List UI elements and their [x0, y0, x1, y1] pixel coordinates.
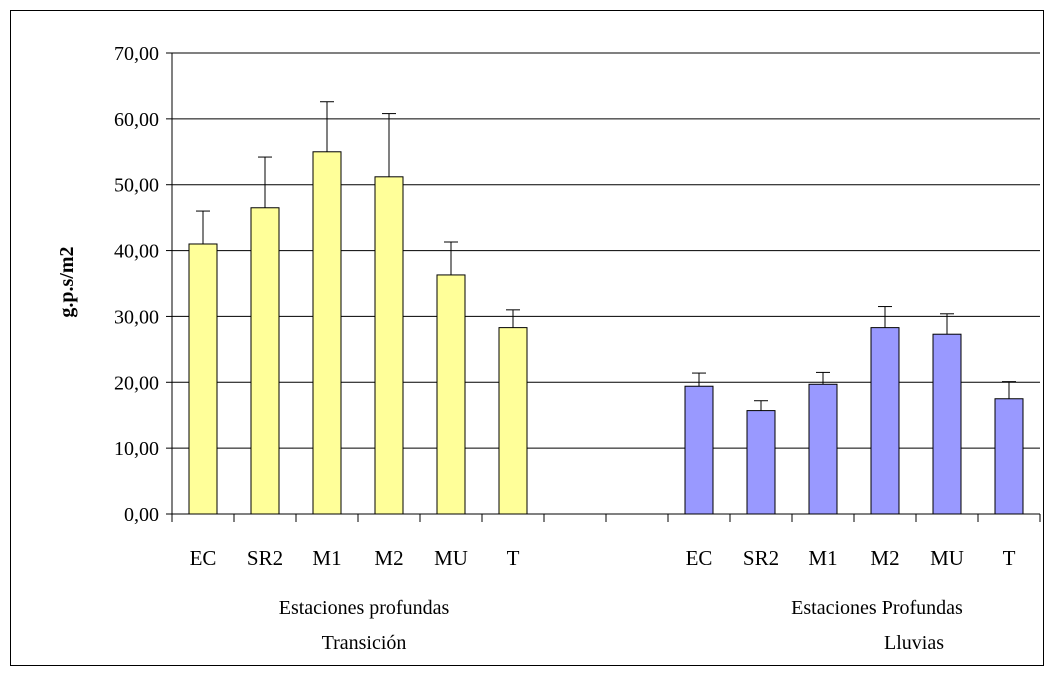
- axis-labels: 0,00 10,00 20,00 30,00 40,00 50,00 60,00 70,00 E…: [114, 43, 1016, 654]
- x-category-label: EC: [686, 546, 713, 570]
- y-tick-label: 50,00: [114, 175, 159, 197]
- y-axis-label: g.p.s/m2: [56, 246, 78, 317]
- error-bars: [196, 101, 1016, 411]
- x-category-label: T: [1003, 546, 1016, 570]
- bar: [684, 385, 714, 515]
- x-category-label: SR2: [743, 546, 779, 570]
- x-category-label: SR2: [247, 546, 283, 570]
- bar: [932, 333, 962, 515]
- bar: [312, 151, 342, 515]
- y-tick-label: 10,00: [114, 438, 159, 460]
- bar: [994, 398, 1024, 515]
- bars: [188, 151, 1024, 515]
- group-label: Estaciones Profundas: [791, 597, 963, 619]
- y-tick-label: 60,00: [114, 109, 159, 131]
- x-category-label: MU: [930, 546, 964, 570]
- bar: [746, 410, 776, 515]
- x-category-label: T: [507, 546, 520, 570]
- y-tick-label: 20,00: [114, 372, 159, 394]
- group-label: Lluvias: [884, 632, 944, 654]
- bar: [250, 207, 280, 515]
- y-tick-label: 30,00: [114, 306, 159, 328]
- group-label: Estaciones profundas: [279, 597, 450, 619]
- chart-frame: 0,00 10,00 20,00 30,00 40,00 50,00 60,00 70,00 E…: [10, 10, 1044, 666]
- x-category-label: M2: [374, 546, 403, 570]
- y-tick-label: 70,00: [114, 43, 159, 65]
- axes: [166, 52, 1041, 522]
- bar: [374, 176, 404, 515]
- x-category-label: M2: [870, 546, 899, 570]
- bar: [498, 327, 528, 515]
- x-category-label: M1: [808, 546, 837, 570]
- group-label: Transición: [322, 632, 407, 654]
- bar: [808, 383, 838, 515]
- x-category-label: MU: [434, 546, 468, 570]
- bar: [188, 243, 218, 515]
- x-category-label: M1: [312, 546, 341, 570]
- x-category-label: EC: [190, 546, 217, 570]
- gridlines: [172, 52, 1040, 449]
- bar: [870, 327, 900, 515]
- y-tick-label: 40,00: [114, 241, 159, 263]
- bar: [436, 274, 466, 515]
- bar-chart: 0,00 10,00 20,00 30,00 40,00 50,00 60,00 70,00 E…: [56, 43, 1041, 654]
- y-tick-label: 0,00: [124, 504, 159, 526]
